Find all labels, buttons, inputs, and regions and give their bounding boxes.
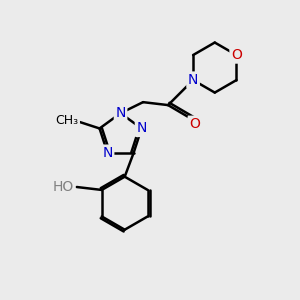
Text: N: N: [102, 146, 113, 160]
Text: HO: HO: [52, 180, 74, 194]
Text: CH₃: CH₃: [56, 114, 79, 127]
Text: N: N: [136, 122, 147, 136]
Text: O: O: [189, 117, 200, 131]
Text: N: N: [116, 106, 126, 120]
Text: O: O: [231, 48, 242, 62]
Text: N: N: [188, 73, 198, 87]
